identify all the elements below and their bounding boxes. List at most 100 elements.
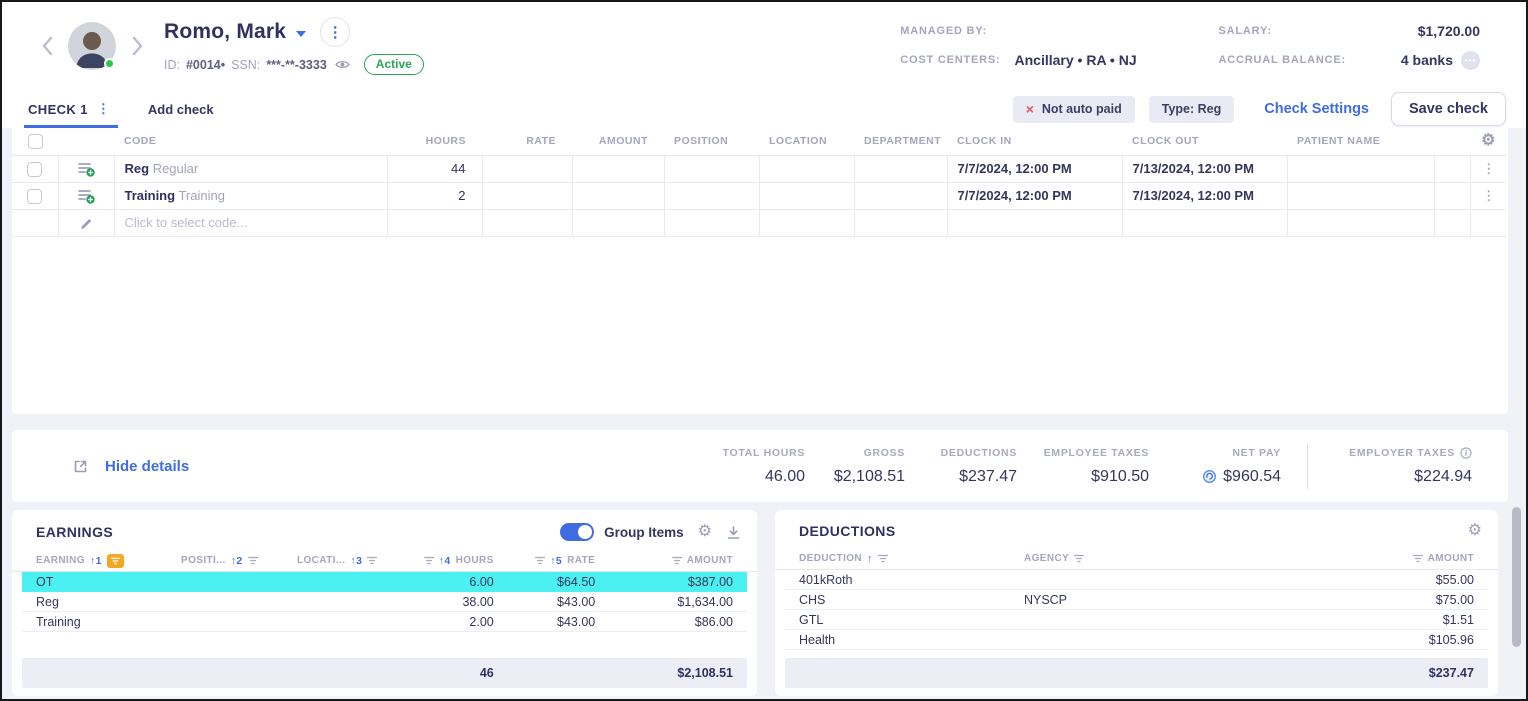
row-department[interactable] xyxy=(854,182,948,210)
vertical-scrollbar[interactable] xyxy=(1512,507,1521,647)
row-clock-out[interactable]: 7/13/2024, 12:00 PM xyxy=(1132,188,1254,203)
accrual-balance-value[interactable]: 4 banks xyxy=(1400,52,1453,68)
cost-centers-label: COST CENTERS: xyxy=(900,54,1001,66)
deduction-row[interactable]: 401kRoth $55.00 xyxy=(785,570,1488,590)
save-check-button[interactable]: Save check xyxy=(1390,92,1506,126)
group-items-toggle[interactable] xyxy=(560,523,595,541)
row-patient-name[interactable] xyxy=(1287,182,1435,210)
active-filter-icon[interactable] xyxy=(106,553,124,568)
pencil-icon xyxy=(80,218,91,229)
row-clock-out[interactable]: 7/13/2024, 12:00 PM xyxy=(1132,161,1254,176)
row-menu-button[interactable]: ⋮ xyxy=(1482,160,1496,176)
select-all-checkbox[interactable] xyxy=(27,133,43,149)
next-employee-button[interactable] xyxy=(126,31,148,61)
grid-row[interactable]: Reg Regular 44 7/7/2024, 12:00 PM 7/13/2… xyxy=(12,155,1507,183)
tab-check-1[interactable]: CHECK 1 ⋮ xyxy=(24,90,118,128)
col-rate[interactable]: RATE xyxy=(482,128,572,156)
grid-new-row[interactable]: Click to select code... xyxy=(12,209,1507,237)
row-amount[interactable] xyxy=(572,182,665,210)
col-rate[interactable]: ↑5 RATE xyxy=(508,555,610,567)
row-patient-name[interactable] xyxy=(1287,155,1435,183)
row-menu-button[interactable]: ⋮ xyxy=(1482,187,1496,203)
chevron-down-icon[interactable] xyxy=(296,30,307,37)
filter-icon[interactable] xyxy=(247,556,258,565)
sort-arrow-icon[interactable]: ↑1 xyxy=(89,554,102,567)
hide-details-button[interactable]: Hide details xyxy=(72,458,189,475)
earnings-row-selected[interactable]: OT 6.00 $64.50 $387.00 xyxy=(22,572,747,592)
col-earning[interactable]: EARNING ↑1 xyxy=(22,553,167,568)
row-hours[interactable]: 44 xyxy=(387,155,483,183)
filter-icon[interactable] xyxy=(1412,554,1423,563)
filter-icon[interactable] xyxy=(671,556,682,565)
row-department[interactable] xyxy=(854,155,948,183)
note-add-icon[interactable] xyxy=(77,188,95,204)
col-code[interactable]: CODE xyxy=(114,128,387,156)
col-location[interactable]: LOCATION xyxy=(759,128,854,156)
check-menu-icon[interactable]: ⋮ xyxy=(96,101,110,116)
ssn-label: SSN: xyxy=(231,57,261,72)
col-position[interactable]: POSITION xyxy=(664,128,759,156)
filter-icon[interactable] xyxy=(423,556,434,565)
sort-arrow-icon[interactable]: ↑3 xyxy=(350,554,363,567)
row-position[interactable] xyxy=(664,182,760,210)
filter-icon[interactable] xyxy=(535,556,546,565)
col-clock-out[interactable]: CLOCK OUT xyxy=(1122,128,1287,156)
col-clock-in[interactable]: CLOCK IN xyxy=(947,128,1122,156)
deduction-row[interactable]: CHS NYSCP $75.00 xyxy=(785,590,1488,610)
col-hours[interactable]: HOURS xyxy=(387,128,482,156)
info-icon[interactable] xyxy=(1460,446,1472,459)
row-rate[interactable] xyxy=(482,182,573,210)
deduction-row[interactable]: Health $105.96 xyxy=(785,630,1488,650)
row-amount[interactable] xyxy=(572,155,665,183)
net-pay-split-icon[interactable] xyxy=(1202,469,1217,484)
deduction-row[interactable]: GTL $1.51 xyxy=(785,610,1488,630)
col-amount[interactable]: AMOUNT xyxy=(1277,553,1488,564)
row-hours[interactable]: 2 xyxy=(387,182,483,210)
row-checkbox[interactable] xyxy=(27,161,43,177)
deductions-stat: DEDUCTIONS $237.47 xyxy=(940,446,1017,485)
col-patient-name[interactable]: PATIENT NAME xyxy=(1287,128,1434,156)
grid-row[interactable]: Training Training 2 7/7/2024, 12:00 PM 7… xyxy=(12,182,1507,210)
filter-icon[interactable] xyxy=(1074,554,1085,563)
employee-menu-button[interactable]: ⋮ xyxy=(320,17,351,47)
earnings-row[interactable]: Reg 38.00 $43.00 $1,634.00 xyxy=(22,592,747,612)
prev-employee-button[interactable] xyxy=(36,31,58,61)
employee-avatar[interactable] xyxy=(68,22,116,70)
row-location[interactable] xyxy=(759,182,855,210)
total-hours-stat: TOTAL HOURS 46.00 xyxy=(722,446,805,485)
sort-arrow-icon[interactable]: ↑ xyxy=(867,552,873,565)
accrual-more-button[interactable]: ••• xyxy=(1461,50,1480,70)
col-position[interactable]: POSITI... ↑2 xyxy=(167,555,283,567)
col-hours[interactable]: ↑4 HOURS xyxy=(399,555,508,567)
col-deduction[interactable]: DEDUCTION ↑ xyxy=(785,553,1010,565)
sort-arrow-icon[interactable]: ↑4 xyxy=(438,554,451,567)
earnings-settings-gear-icon[interactable]: ⚙ xyxy=(697,523,712,540)
note-add-icon[interactable] xyxy=(77,161,95,177)
eye-icon[interactable] xyxy=(334,59,350,70)
row-rate[interactable] xyxy=(482,155,573,183)
col-location[interactable]: LOCATI... ↑3 xyxy=(283,555,399,567)
row-position[interactable] xyxy=(664,155,760,183)
col-amount[interactable]: AMOUNT xyxy=(572,128,664,156)
check-tabbar: CHECK 1 ⋮ Add check × Not auto paid Type… xyxy=(2,90,1526,128)
add-check-button[interactable]: Add check xyxy=(147,101,214,117)
check-settings-link[interactable]: Check Settings xyxy=(1264,101,1369,117)
status-badge: Active xyxy=(363,54,424,75)
row-clock-in[interactable]: 7/7/2024, 12:00 PM xyxy=(957,161,1072,176)
deductions-settings-gear-icon[interactable]: ⚙ xyxy=(1467,522,1482,539)
earnings-row[interactable]: Training 2.00 $43.00 $86.00 xyxy=(22,612,747,632)
row-checkbox[interactable] xyxy=(27,188,43,204)
col-department[interactable]: DEPARTMENT xyxy=(854,128,947,156)
col-amount[interactable]: AMOUNT xyxy=(609,555,747,566)
sort-arrow-icon[interactable]: ↑2 xyxy=(230,554,243,567)
row-clock-in[interactable]: 7/7/2024, 12:00 PM xyxy=(957,188,1072,203)
select-code-placeholder[interactable]: Click to select code... xyxy=(124,215,248,230)
row-location[interactable] xyxy=(759,155,855,183)
filter-icon[interactable] xyxy=(367,556,378,565)
download-icon[interactable] xyxy=(726,525,741,540)
x-icon: × xyxy=(1025,101,1034,117)
col-agency[interactable]: AGENCY xyxy=(1010,553,1277,564)
sort-arrow-icon[interactable]: ↑5 xyxy=(550,554,563,567)
filter-icon[interactable] xyxy=(877,554,888,563)
grid-settings-gear-icon[interactable]: ⚙ xyxy=(1481,132,1496,150)
